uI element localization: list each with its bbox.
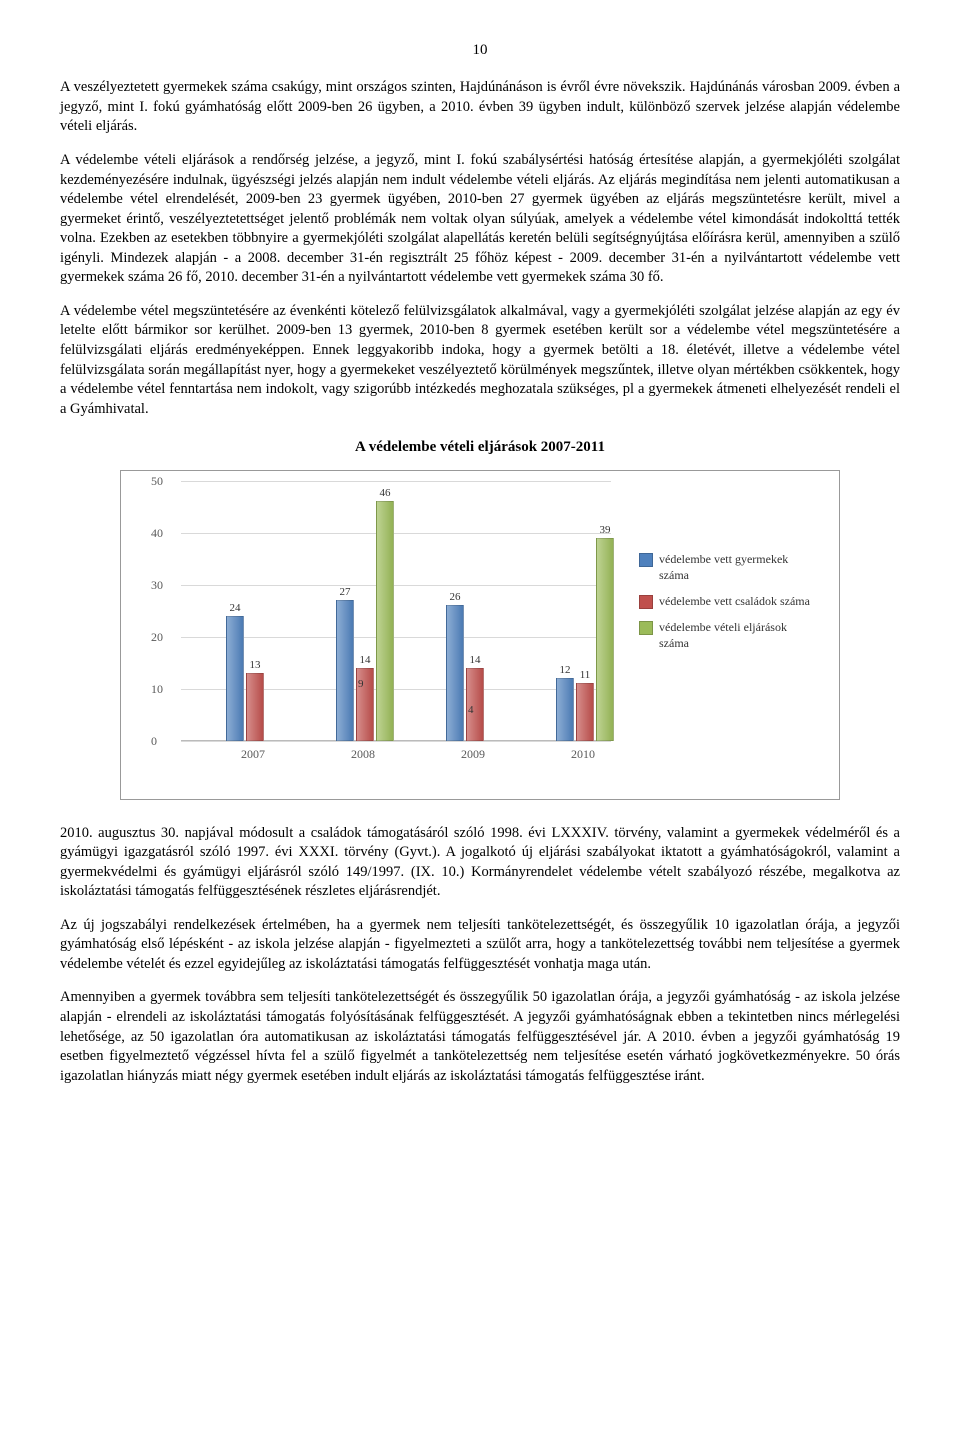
bar-value-label: 14 (470, 653, 481, 668)
legend-label: védelembe vett gyermekek száma (659, 551, 819, 583)
bar: 12 (556, 678, 574, 740)
x-axis-label: 2009 (461, 746, 485, 762)
x-axis-label: 2007 (241, 746, 265, 762)
bar-chart: 0102030405020072413200827144692009261442… (120, 470, 840, 800)
x-axis-label: 2008 (351, 746, 375, 762)
gridline (181, 533, 611, 534)
plot-area: 0102030405020072413200827144692009261442… (181, 481, 611, 741)
legend-swatch (639, 595, 653, 609)
y-axis-label: 0 (151, 732, 157, 748)
bar-value-label: 39 (600, 523, 611, 538)
y-axis-label: 30 (151, 576, 163, 592)
y-axis-label: 20 (151, 628, 163, 644)
bar-value-label: 14 (360, 653, 371, 668)
legend-swatch (639, 621, 653, 635)
y-axis-label: 40 (151, 524, 163, 540)
legend-label: védelembe vett családok száma (659, 593, 810, 609)
paragraph-5: Az új jogszabályi rendelkezések értelméb… (60, 916, 900, 975)
paragraph-4: 2010. augusztus 30. napjával módosult a … (60, 824, 900, 902)
bar: 24 (226, 616, 244, 741)
legend-item: védelembe vételi eljárások száma (639, 619, 819, 651)
bar: 11 (576, 683, 594, 740)
floating-label: 4 (468, 703, 474, 718)
bar: 27 (336, 600, 354, 740)
bar-value-label: 24 (230, 601, 241, 616)
bar: 26 (446, 605, 464, 740)
gridline (181, 585, 611, 586)
x-axis-label: 2010 (571, 746, 595, 762)
bar-value-label: 27 (340, 585, 351, 600)
chart-legend: védelembe vett gyermekek száma védelembe … (639, 551, 819, 662)
gridline (181, 481, 611, 482)
bar: 13 (246, 673, 264, 741)
page-number: 10 (60, 40, 900, 60)
chart-title: A védelembe vételi eljárások 2007-2011 (60, 437, 900, 457)
bar-value-label: 26 (450, 590, 461, 605)
bar-value-label: 12 (560, 663, 571, 678)
bar: 46 (376, 501, 394, 740)
gridline (181, 741, 611, 742)
legend-item: védelembe vett családok száma (639, 593, 819, 609)
bar-value-label: 13 (250, 658, 261, 673)
y-axis-label: 50 (151, 472, 163, 488)
legend-label: védelembe vételi eljárások száma (659, 619, 819, 651)
paragraph-1: A veszélyeztetett gyermekek száma csakúg… (60, 78, 900, 137)
legend-swatch (639, 553, 653, 567)
legend-item: védelembe vett gyermekek száma (639, 551, 819, 583)
paragraph-3: A védelembe vétel megszüntetésére az éve… (60, 302, 900, 419)
y-axis-label: 10 (151, 680, 163, 696)
paragraph-6: Amennyiben a gyermek továbbra sem teljes… (60, 988, 900, 1086)
gridline (181, 637, 611, 638)
bar: 39 (596, 538, 614, 741)
bar-value-label: 46 (380, 486, 391, 501)
paragraph-2: A védelembe vételi eljárások a rendőrség… (60, 151, 900, 288)
bar-value-label: 11 (580, 668, 591, 683)
floating-label: 9 (358, 677, 364, 692)
